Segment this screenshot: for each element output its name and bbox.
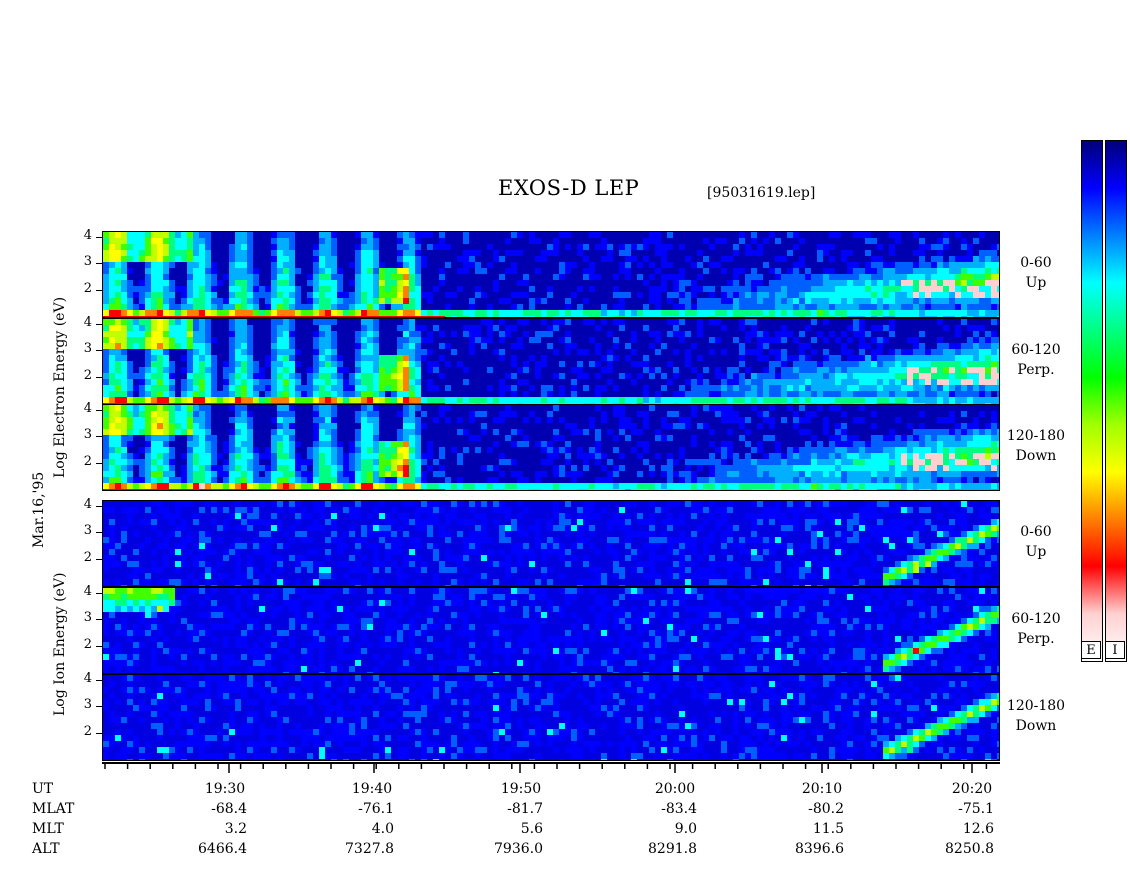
y-tick: [96, 324, 102, 325]
row-label-mlat: MLAT: [32, 801, 75, 817]
y-tick: [96, 377, 102, 378]
y-tick-label: 3: [83, 610, 92, 625]
pitch-direction: Down: [1015, 448, 1057, 464]
row-label-alt: ALT: [32, 841, 60, 857]
ephemeris-mlat-value: -81.7: [507, 801, 543, 817]
ephemeris-ut-value: 20:10: [801, 781, 843, 797]
colorbar-ion: [1105, 140, 1127, 662]
ephemeris-mlt-value: 5.6: [520, 821, 543, 837]
pitch-range: 60-120: [1011, 611, 1061, 627]
pitch-angle-label: 0-60 Up: [996, 253, 1076, 293]
y-tick: [96, 410, 102, 411]
y-tick-label: 4: [83, 228, 92, 243]
y-tick-label: 3: [83, 697, 92, 712]
ephemeris-alt-value: 7936.0: [494, 841, 543, 857]
date-label: Mar.16,'95: [31, 471, 47, 548]
ephemeris-mlat-value: -76.1: [358, 801, 394, 817]
pitch-range: 120-180: [1006, 428, 1066, 444]
y-tick: [96, 263, 102, 264]
row-label-mlt: MLT: [32, 821, 64, 837]
y-tick: [96, 506, 102, 507]
y-tick-label: 4: [83, 497, 92, 512]
y-tick-label: 2: [83, 281, 92, 296]
y-tick: [96, 646, 102, 647]
time-axis-line: [102, 762, 1000, 764]
y-tick-label: 2: [83, 550, 92, 565]
pitch-angle-label: 120-180 Down: [996, 426, 1076, 466]
spectrogram-panel: [102, 318, 1000, 405]
electron-axis-title: Log Electron Energy (eV): [52, 296, 68, 478]
y-tick: [96, 237, 102, 238]
pitch-range: 120-180: [1006, 698, 1066, 714]
y-tick-label: 3: [83, 427, 92, 442]
ephemeris-ut-value: 19:30: [204, 781, 246, 797]
y-tick-label: 2: [83, 368, 92, 383]
y-tick: [96, 436, 102, 437]
pitch-range: 60-120: [1011, 342, 1061, 358]
ephemeris-alt-value: 8396.6: [795, 841, 844, 857]
pitch-range: 0-60: [1020, 524, 1052, 540]
pitch-direction: Up: [1025, 544, 1047, 560]
y-tick: [96, 532, 102, 533]
pitch-angle-label: 120-180 Down: [996, 696, 1076, 736]
ephemeris-mlt-value: 12.6: [962, 821, 994, 837]
y-tick: [96, 680, 102, 681]
spectrogram-panel: [102, 231, 1000, 318]
ephemeris-alt-value: 8291.8: [648, 841, 697, 857]
y-tick-label: 3: [83, 341, 92, 356]
y-tick-label: 4: [83, 584, 92, 599]
y-tick: [96, 350, 102, 351]
pitch-range: 0-60: [1020, 255, 1052, 271]
pitch-angle-label: 60-120 Perp.: [996, 340, 1076, 380]
y-tick-label: 3: [83, 523, 92, 538]
y-tick-label: 2: [83, 454, 92, 469]
y-tick-label: 2: [83, 724, 92, 739]
ephemeris-mlt-value: 11.5: [812, 821, 844, 837]
spectrogram-panel: [102, 500, 1000, 587]
spectrogram-panel: [102, 404, 1000, 491]
pitch-direction: Perp.: [1017, 631, 1055, 647]
ephemeris-mlt-value: 4.0: [371, 821, 394, 837]
y-tick: [96, 290, 102, 291]
ephemeris-alt-value: 6466.4: [198, 841, 247, 857]
y-tick-label: 4: [83, 671, 92, 686]
y-tick: [96, 619, 102, 620]
ephemeris-ut-value: 20:00: [654, 781, 696, 797]
colorbar-ion-label: I: [1105, 641, 1125, 659]
pitch-angle-label: 60-120 Perp.: [996, 609, 1076, 649]
y-tick-label: 3: [83, 254, 92, 269]
time-axis-ticks: [104, 764, 988, 773]
y-tick: [96, 593, 102, 594]
spectrogram-panel: [102, 674, 1000, 761]
y-tick: [96, 463, 102, 464]
ephemeris-mlat-value: -75.1: [958, 801, 994, 817]
ephemeris-alt-value: 8250.8: [945, 841, 994, 857]
ephemeris-ut-value: 19:50: [500, 781, 542, 797]
y-tick: [96, 559, 102, 560]
ephemeris-ut-value: 19:40: [351, 781, 393, 797]
ephemeris-mlat-value: -83.4: [661, 801, 697, 817]
ephemeris-mlt-value: 3.2: [224, 821, 247, 837]
ion-axis-title: Log Ion Energy (eV): [52, 572, 68, 716]
y-tick: [96, 706, 102, 707]
ephemeris-mlat-value: -80.2: [808, 801, 844, 817]
spectrogram-panel: [102, 587, 1000, 674]
file-name: [95031619.lep]: [707, 185, 816, 201]
row-label-ut: UT: [32, 781, 54, 797]
y-tick: [96, 733, 102, 734]
ephemeris-mlt-value: 9.0: [674, 821, 697, 837]
ephemeris-mlat-value: -68.4: [211, 801, 247, 817]
y-tick-label: 4: [83, 315, 92, 330]
pitch-direction: Down: [1015, 718, 1057, 734]
y-tick-label: 2: [83, 637, 92, 652]
chart-title: EXOS-D LEP: [498, 176, 640, 200]
colorbar-electron: [1081, 140, 1103, 662]
pitch-direction: Up: [1025, 275, 1047, 291]
colorbar-electron-label: E: [1081, 641, 1101, 659]
y-tick-label: 4: [83, 401, 92, 416]
ephemeris-alt-value: 7327.8: [345, 841, 394, 857]
pitch-direction: Perp.: [1017, 362, 1055, 378]
ephemeris-ut-value: 20:20: [951, 781, 993, 797]
pitch-angle-label: 0-60 Up: [996, 522, 1076, 562]
